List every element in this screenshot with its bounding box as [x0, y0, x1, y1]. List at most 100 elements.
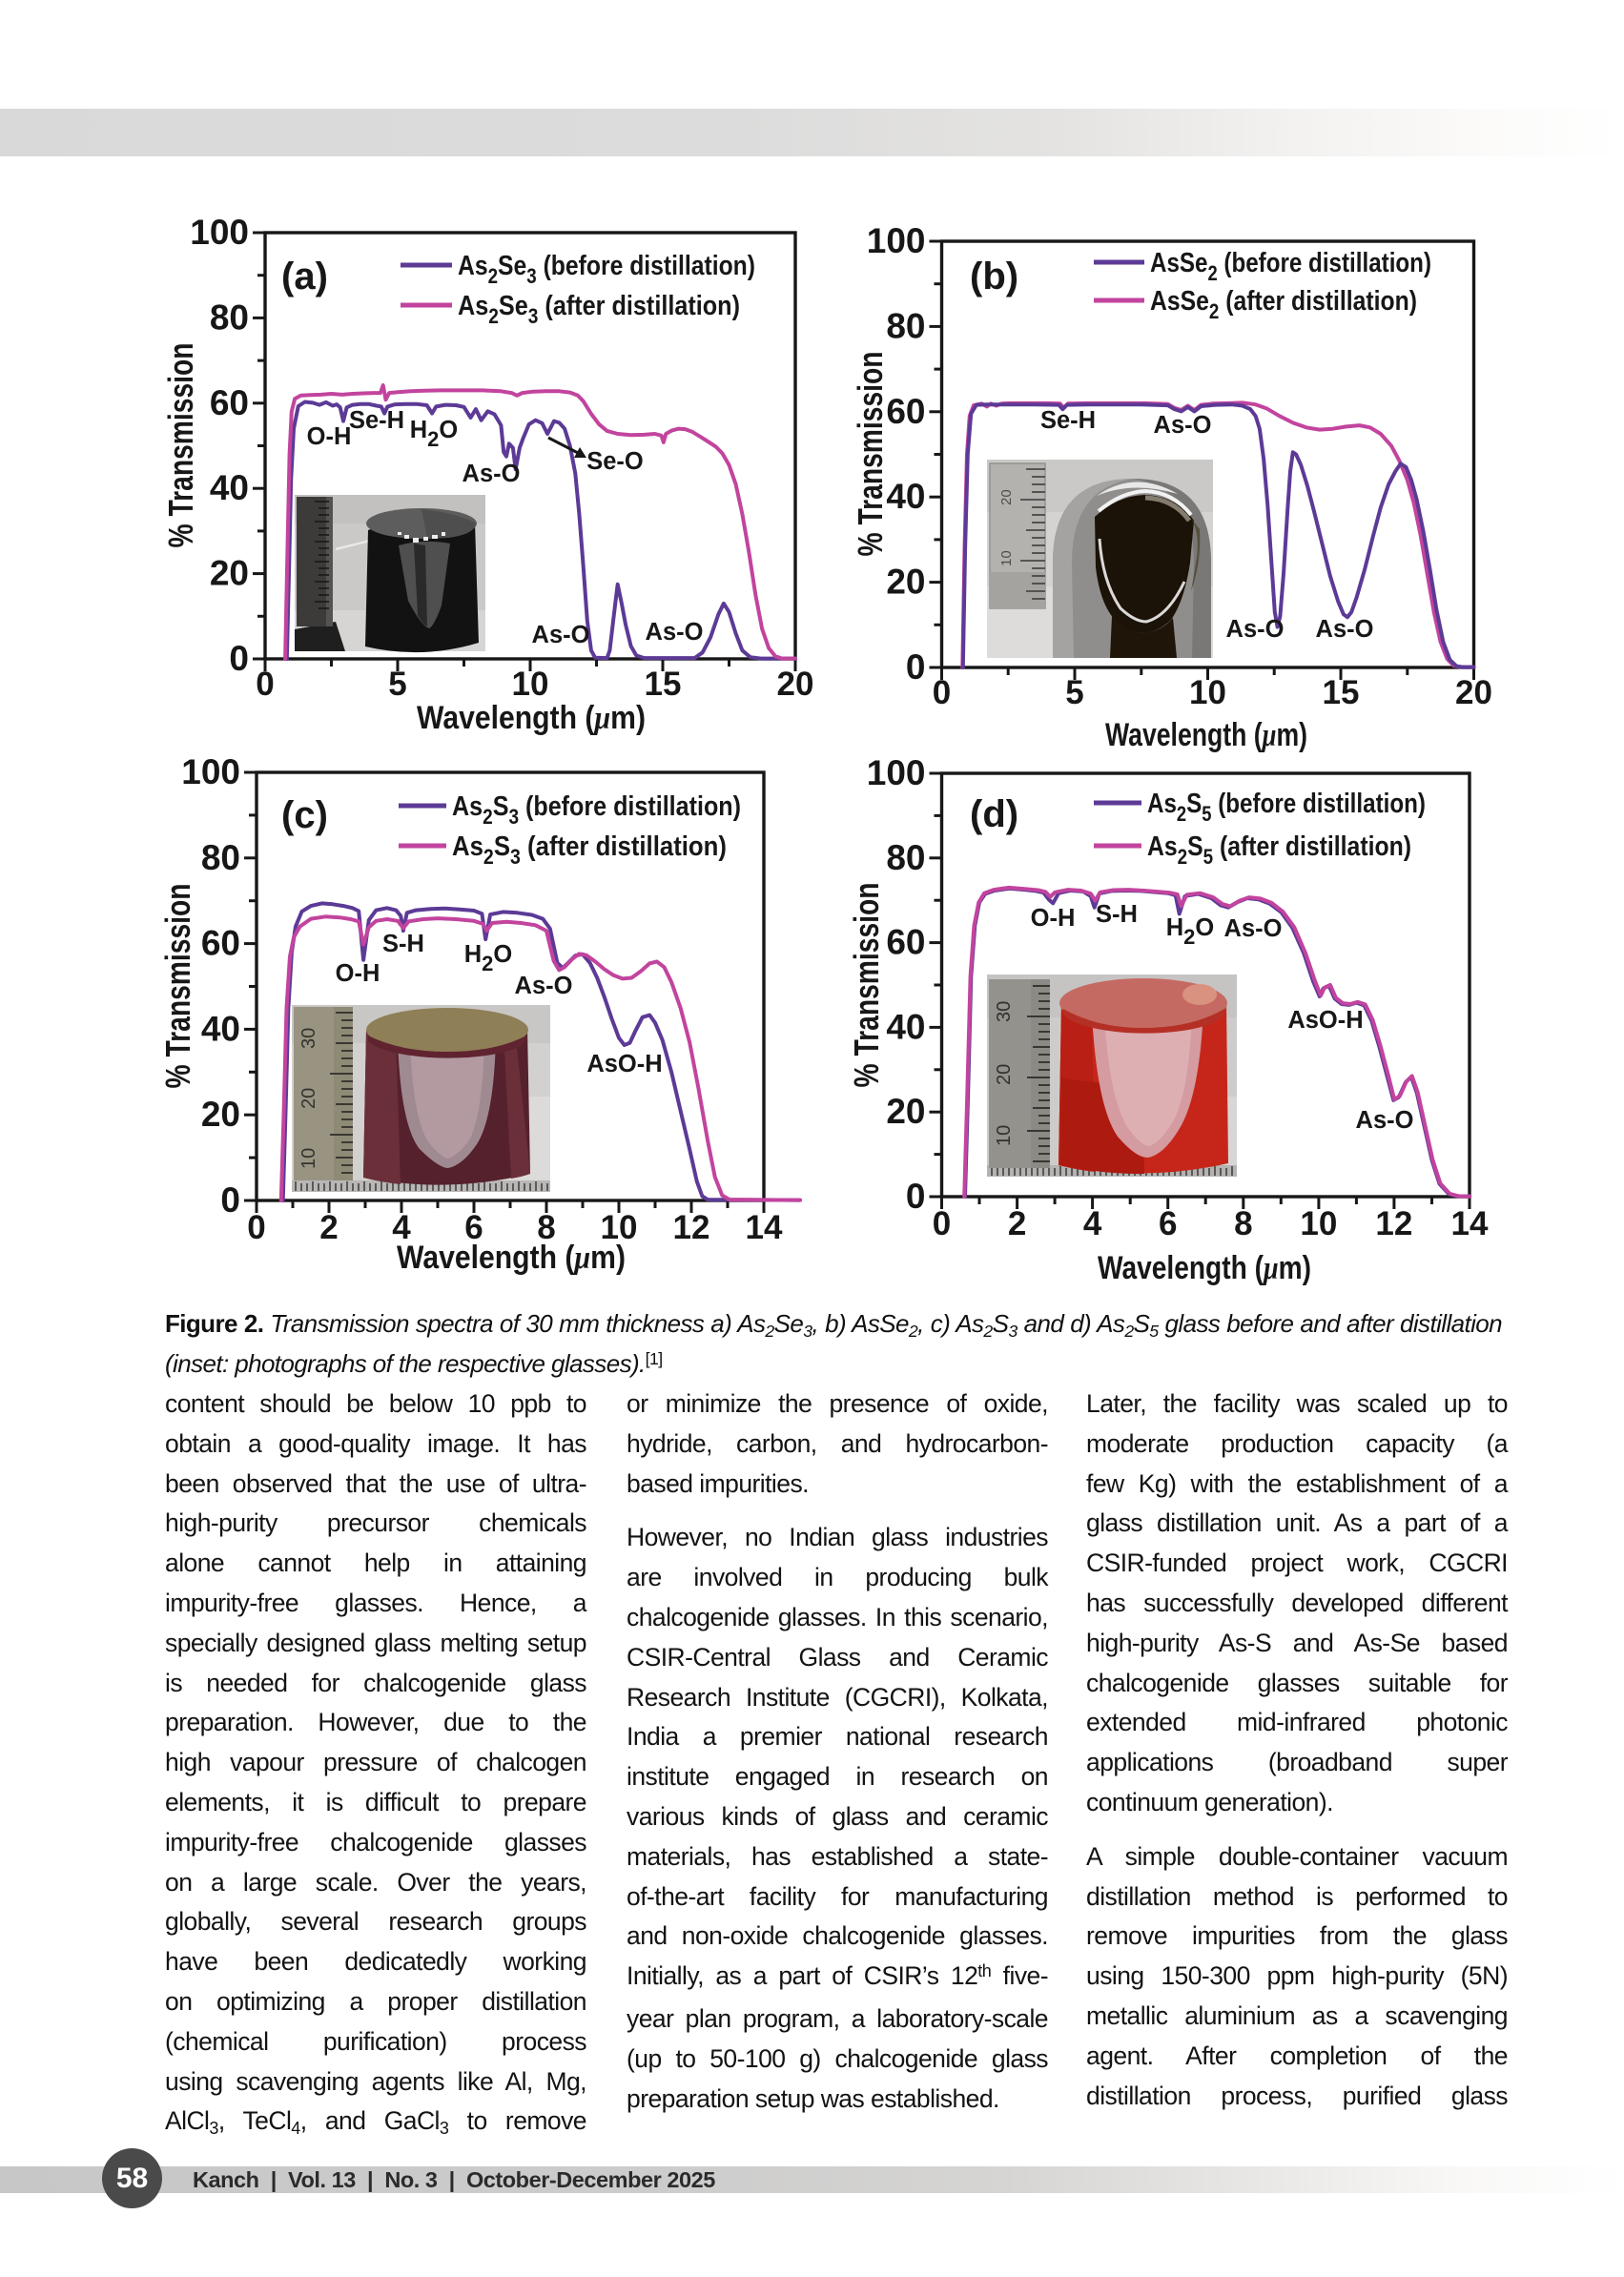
svg-text:H2​O: H2​O — [464, 941, 513, 975]
svg-text:H2​O: H2​O — [1166, 914, 1215, 949]
svg-text:100: 100 — [190, 213, 249, 252]
svg-text:As2​S5​ (after distillation): As2​S5​ (after distillation) — [1147, 831, 1411, 869]
svg-text:Se-O: Se-O — [586, 448, 644, 475]
svg-text:0: 0 — [933, 1205, 951, 1242]
svg-text:15: 15 — [1323, 674, 1360, 711]
svg-text:20: 20 — [886, 1092, 925, 1131]
svg-text:% Transmission: % Transmission — [158, 884, 197, 1089]
svg-text:14: 14 — [746, 1209, 783, 1246]
svg-text:20: 20 — [886, 563, 925, 602]
svg-text:30: 30 — [994, 1001, 1015, 1022]
svg-text:10: 10 — [1189, 674, 1226, 711]
svg-text:Se-H: Se-H — [349, 407, 404, 434]
svg-text:20: 20 — [210, 554, 249, 593]
svg-text:0: 0 — [933, 674, 951, 711]
svg-text:As2​S3​ (before distillation): As2​S3​ (before distillation) — [452, 791, 741, 829]
svg-text:6: 6 — [1159, 1205, 1177, 1242]
svg-text:20: 20 — [298, 1088, 319, 1109]
svg-text:(a): (a) — [281, 256, 328, 297]
svg-text:0: 0 — [906, 647, 926, 687]
svg-text:6: 6 — [464, 1209, 483, 1246]
svg-text:8: 8 — [537, 1209, 555, 1246]
svg-text:(c): (c) — [281, 794, 328, 836]
svg-text:As2​Se3​ (after distillation): As2​Se3​ (after distillation) — [458, 291, 740, 328]
svg-text:100: 100 — [867, 221, 926, 260]
svg-text:0: 0 — [220, 1180, 240, 1220]
svg-text:Wavelength (μm): Wavelength (μm) — [417, 700, 646, 736]
svg-text:10: 10 — [998, 550, 1015, 566]
svg-text:4: 4 — [1083, 1205, 1102, 1242]
svg-text:As-O: As-O — [515, 973, 573, 999]
svg-text:0: 0 — [906, 1177, 926, 1216]
svg-text:2: 2 — [319, 1209, 338, 1246]
svg-text:Wavelength (μm): Wavelength (μm) — [397, 1240, 626, 1276]
svg-text:0: 0 — [256, 666, 274, 703]
svg-text:10: 10 — [1300, 1205, 1337, 1242]
svg-text:40: 40 — [201, 1009, 240, 1048]
svg-text:40: 40 — [210, 468, 249, 507]
svg-text:100: 100 — [867, 753, 926, 792]
svg-text:As2​Se3​ (before distillation): As2​Se3​ (before distillation) — [458, 251, 755, 288]
svg-text:% Transmission: % Transmission — [851, 352, 890, 557]
svg-text:(d): (d) — [970, 793, 1018, 835]
svg-text:20: 20 — [994, 1064, 1015, 1085]
svg-text:As-O: As-O — [646, 619, 704, 646]
svg-text:Se-H: Se-H — [1040, 407, 1096, 434]
svg-text:AsSe2​ (after distillation): AsSe2​ (after distillation) — [1150, 286, 1417, 323]
svg-text:S-H: S-H — [1096, 901, 1138, 928]
svg-text:80: 80 — [886, 306, 925, 345]
svg-text:10: 10 — [601, 1209, 638, 1246]
svg-text:O-H: O-H — [336, 960, 380, 987]
svg-text:Wavelength (μm): Wavelength (μm) — [1105, 717, 1307, 753]
svg-text:60: 60 — [886, 923, 925, 962]
svg-text:60: 60 — [201, 924, 240, 963]
svg-text:80: 80 — [886, 838, 925, 877]
svg-text:5: 5 — [1065, 674, 1083, 711]
svg-text:40: 40 — [886, 1007, 925, 1046]
svg-text:4: 4 — [392, 1209, 411, 1246]
svg-text:O-H: O-H — [307, 423, 352, 450]
svg-text:As2​S5​ (before distillation): As2​S5​ (before distillation) — [1147, 789, 1426, 826]
svg-text:14: 14 — [1451, 1205, 1489, 1242]
svg-text:80: 80 — [210, 297, 249, 337]
svg-text:As-O: As-O — [1356, 1107, 1414, 1134]
svg-text:AsSe2​ (before distillation): AsSe2​ (before distillation) — [1150, 248, 1431, 285]
svg-text:12: 12 — [1375, 1205, 1412, 1242]
svg-text:10: 10 — [994, 1125, 1015, 1146]
svg-text:10: 10 — [512, 666, 549, 703]
svg-text:H2​O: H2​O — [410, 417, 459, 451]
svg-text:8: 8 — [1234, 1205, 1252, 1242]
svg-text:5: 5 — [388, 666, 406, 703]
svg-text:20: 20 — [777, 666, 814, 703]
svg-text:O-H: O-H — [1031, 905, 1076, 932]
svg-text:S-H: S-H — [382, 931, 424, 957]
svg-text:40: 40 — [886, 477, 925, 516]
svg-text:0: 0 — [247, 1209, 265, 1246]
svg-text:20: 20 — [1455, 674, 1492, 711]
svg-text:As-O: As-O — [1316, 616, 1374, 643]
svg-text:As-O: As-O — [1224, 915, 1283, 942]
svg-text:As2​S3​ (after distillation): As2​S3​ (after distillation) — [452, 831, 727, 869]
svg-text:80: 80 — [201, 838, 240, 877]
svg-text:60: 60 — [886, 392, 925, 431]
svg-text:100: 100 — [181, 752, 240, 791]
svg-text:30: 30 — [298, 1028, 319, 1049]
svg-text:As-O: As-O — [1226, 616, 1285, 643]
svg-text:% Transmission: % Transmission — [847, 883, 886, 1088]
svg-text:20: 20 — [998, 489, 1015, 505]
svg-text:15: 15 — [645, 666, 682, 703]
svg-text:AsO-H: AsO-H — [586, 1051, 662, 1077]
svg-text:0: 0 — [229, 639, 249, 678]
svg-text:As-O: As-O — [532, 622, 590, 648]
svg-text:AsO-H: AsO-H — [1287, 1007, 1363, 1034]
svg-text:10: 10 — [298, 1148, 319, 1169]
svg-text:12: 12 — [673, 1209, 710, 1246]
svg-text:2: 2 — [1008, 1205, 1026, 1242]
svg-text:Wavelength (μm): Wavelength (μm) — [1098, 1250, 1311, 1286]
svg-text:As-O: As-O — [1154, 412, 1212, 439]
svg-text:20: 20 — [201, 1095, 240, 1134]
svg-text:(b): (b) — [970, 256, 1018, 297]
svg-text:As-O: As-O — [463, 461, 521, 487]
svg-text:% Transmission: % Transmission — [161, 343, 200, 548]
svg-text:60: 60 — [210, 383, 249, 422]
